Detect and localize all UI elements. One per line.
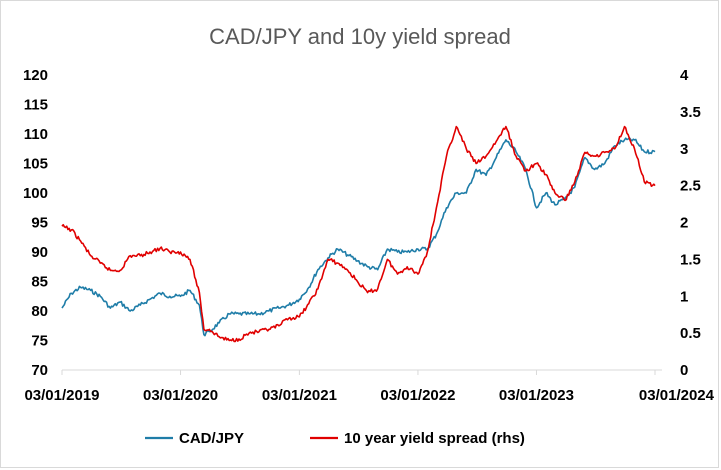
series-line-2 bbox=[61, 125, 656, 343]
y-left-tick-label: 85 bbox=[31, 274, 48, 291]
y-right-tick-label: 1 bbox=[680, 288, 688, 305]
x-axis: 03/01/2019 03/01/2020 03/01/2021 03/01/2022… bbox=[24, 370, 715, 404]
y-left-tick-label: 95 bbox=[31, 215, 48, 232]
y-left-tick-label: 90 bbox=[31, 244, 48, 261]
x-tick-label: 03/01/2022 bbox=[380, 387, 455, 404]
y-right-tick-label: 1.5 bbox=[680, 251, 701, 268]
y-right-tick-label: 2.5 bbox=[680, 178, 701, 195]
y-left-tick-label: 105 bbox=[23, 156, 48, 173]
x-tick-label: 03/01/2019 bbox=[24, 387, 99, 404]
x-tick-label: 03/01/2023 bbox=[499, 387, 574, 404]
chart-title: CAD/JPY and 10y yield spread bbox=[209, 24, 511, 49]
legend-label-2: 10 year yield spread (rhs) bbox=[344, 430, 525, 447]
y-right-tick-label: 4 bbox=[680, 67, 689, 84]
y-right-tick-label: 3 bbox=[680, 141, 688, 158]
y-left-tick-label: 80 bbox=[31, 303, 48, 320]
y-axis-left: 120 115 110 105 100 95 90 85 80 75 70 bbox=[23, 67, 48, 379]
y-right-tick-label: 0.5 bbox=[680, 325, 701, 342]
x-tick-label: 03/01/2021 bbox=[262, 387, 337, 404]
legend-label-1: CAD/JPY bbox=[179, 430, 244, 447]
x-tick-label: 03/01/2020 bbox=[143, 387, 218, 404]
y-left-tick-label: 70 bbox=[31, 362, 48, 379]
series-line-1 bbox=[61, 137, 656, 337]
y-axis-right: 4 3.5 3 2.5 2 1.5 1 0.5 0 bbox=[680, 67, 701, 379]
y-right-tick-label: 0 bbox=[680, 362, 688, 379]
y-left-tick-label: 110 bbox=[24, 126, 48, 143]
y-right-tick-label: 3.5 bbox=[680, 104, 701, 121]
y-left-tick-label: 100 bbox=[23, 185, 48, 202]
y-left-tick-label: 115 bbox=[24, 97, 48, 114]
y-left-tick-label: 120 bbox=[23, 67, 48, 84]
plot-area bbox=[61, 125, 656, 343]
x-tick-label: 03/01/2024 bbox=[639, 387, 715, 404]
y-right-tick-label: 2 bbox=[680, 215, 688, 232]
y-left-tick-label: 75 bbox=[31, 333, 48, 350]
legend: CAD/JPY 10 year yield spread (rhs) bbox=[145, 430, 525, 447]
